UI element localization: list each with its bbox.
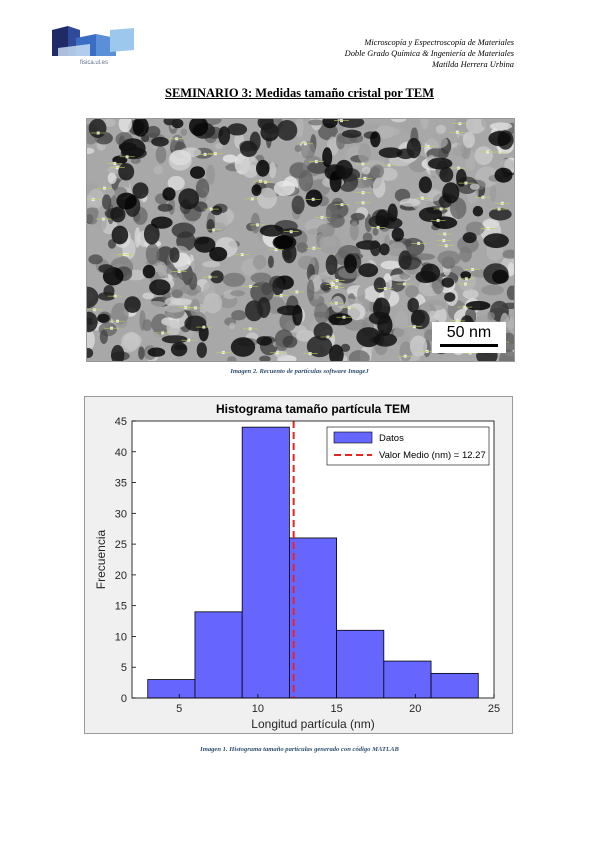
x-tick-label: 10 [252,703,264,715]
scale-bar: 50 nm [432,322,506,353]
y-tick-label: 10 [115,631,127,643]
logo-text: fisica.ul.es [80,60,108,66]
y-tick-label: 5 [121,662,127,674]
y-tick-label: 15 [115,601,127,613]
y-tick-label: 45 [115,416,127,428]
x-tick-label: 25 [488,703,500,715]
histogram-bar-3 [241,426,290,699]
chart-title: Histograma tamaño partícula TEM [216,402,410,416]
y-tick-label: 20 [115,570,127,582]
histogram-bar-2 [194,611,243,699]
histogram-bar-1 [147,679,196,699]
header-author: Matilda Herrera Urbina [431,60,514,69]
histogram-chart: 5 10 15 20 25 0 5 10 15 20 25 30 35 40 45 Histograma ta… [94,402,500,731]
x-tick-label: 5 [176,703,182,715]
tem-caption: Imagen 2. Recuento de partículas softwar… [230,368,369,375]
tem-texture [87,119,514,361]
scale-bar-line [440,344,498,347]
axes-box [131,420,495,699]
y-tick-label: 25 [115,539,127,551]
y-axis-label: Frecuencia [94,530,108,590]
histogram-bar-7 [430,672,479,699]
y-tick-label: 30 [115,508,127,520]
header-course: Microscopía y Espectroscopía de Material… [364,38,514,47]
x-tick-label: 20 [409,703,421,715]
legend-label-mean: Valor Medio (nm) = 12.27 [379,450,486,461]
histogram-bar-4 [288,537,338,699]
chart-caption: Imagen 1. Histograma tamaño partículas g… [200,746,399,753]
histogram-figure: 5 10 15 20 25 0 5 10 15 20 25 30 35 40 45 Histograma ta… [84,396,513,734]
university-logo: fisica.ul.es [52,26,134,66]
legend-label-data: Datos [379,433,404,444]
tem-micrograph: 50 nm [86,118,515,362]
legend-swatch-data [333,431,373,444]
y-tick-label: 35 [115,478,127,490]
header-degree: Doble Grado Química & Ingeniería de Mate… [344,49,514,58]
y-tick-label: 0 [121,693,127,705]
page-title: SEMINARIO 3: Medidas tamaño cristal por … [165,86,434,100]
scale-bar-label: 50 nm [446,324,492,341]
histogram-bar-6 [383,660,432,699]
x-tick-label: 15 [330,703,342,715]
histogram-bar-5 [336,629,385,699]
document-header: Microscopía y Espectroscopía de Material… [345,37,514,70]
x-axis-label: Longitud partícula (nm) [251,717,374,731]
y-tick-label: 40 [115,447,127,459]
